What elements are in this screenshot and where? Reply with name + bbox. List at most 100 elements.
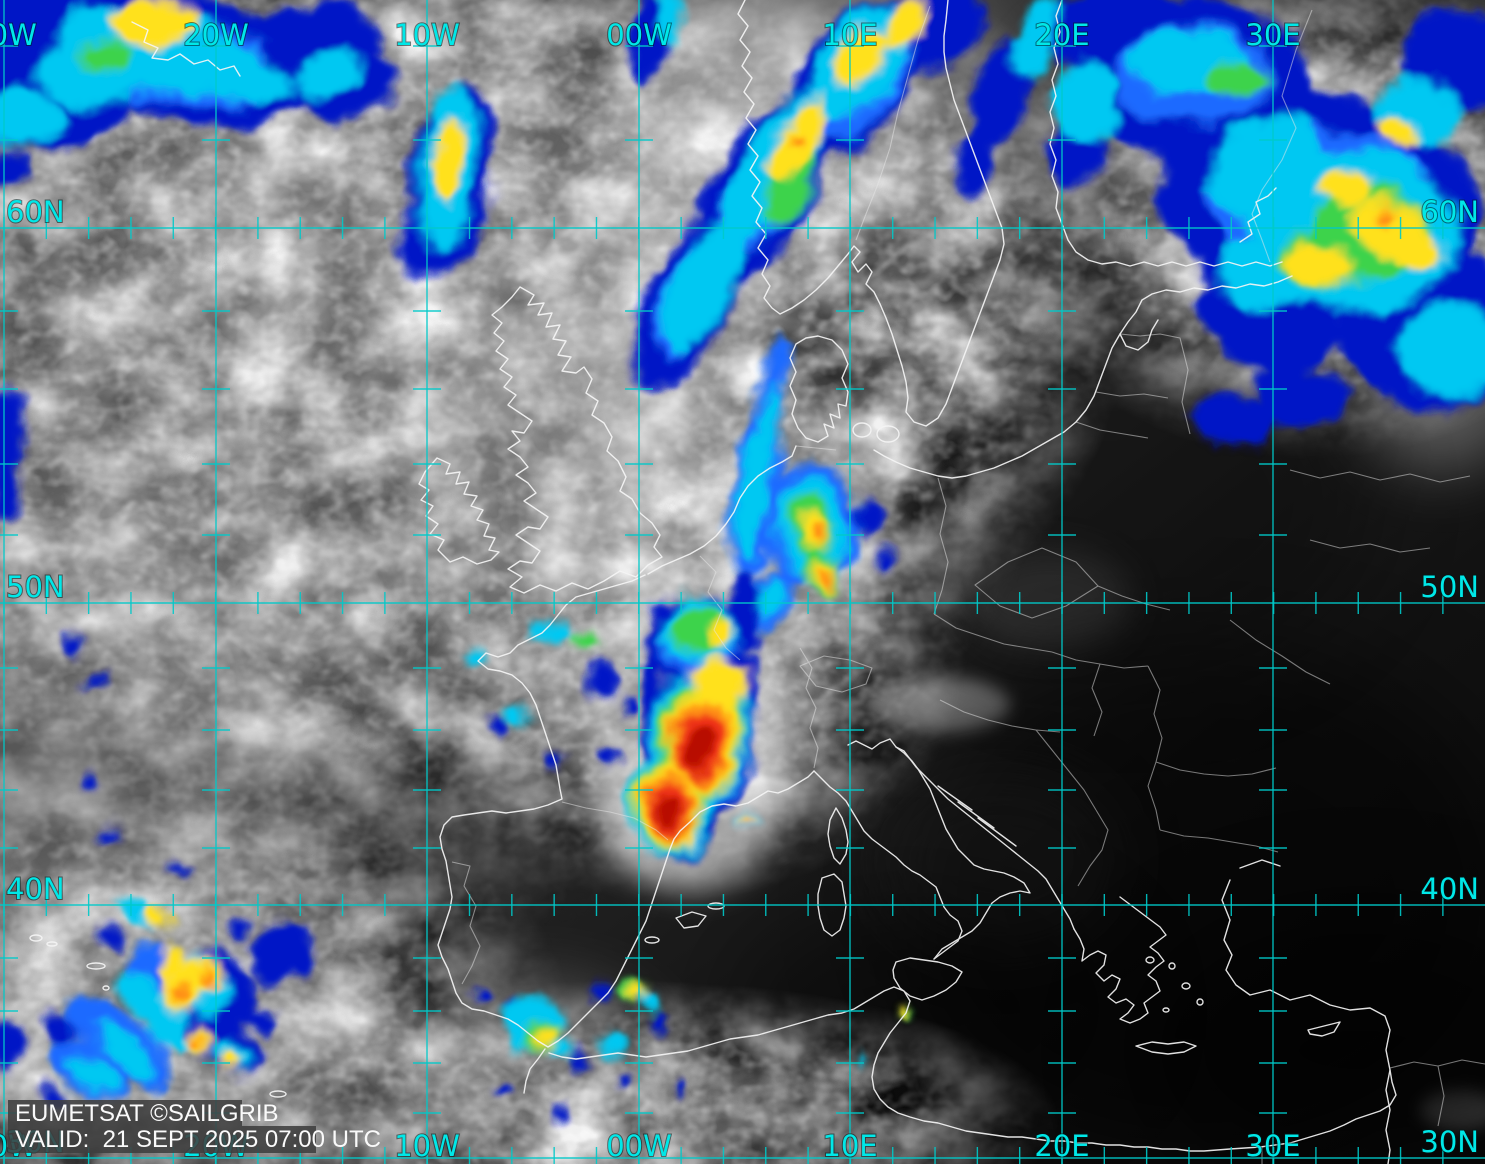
precip-cell-level-1 [173, 865, 187, 879]
precip-cell-level-3 [659, 220, 741, 354]
lat-label-right-40N: 40N [1420, 872, 1479, 906]
precip-cell-level-1 [66, 631, 84, 653]
border-baltics-3 [1075, 421, 1149, 439]
precip-cell-level-3 [1398, 305, 1485, 399]
precip-cell-level-1 [549, 1105, 571, 1119]
precip-cell-level-4 [577, 633, 599, 651]
coastline-cyprus [1307, 1021, 1341, 1037]
precip-cell-level-3 [855, 1052, 865, 1062]
precip-cell-level-1 [77, 772, 93, 792]
coastline-denmark [789, 335, 849, 443]
coastline-iceland [131, 21, 241, 77]
precip-cell-level-8 [685, 726, 715, 770]
border-switzerland [799, 655, 873, 693]
border-france-east [699, 555, 741, 661]
precip-cell-level-5 [897, 1007, 909, 1017]
lon-label-bottom-20E: 20E [1034, 1129, 1089, 1163]
lon-label-top-10E: 10E [822, 18, 877, 52]
coastline-aegean-island-5 [1162, 1007, 1170, 1013]
border-ukraine-russia-1 [1289, 469, 1471, 483]
border-poland-germany [933, 477, 949, 615]
coastline-aegean-island-2 [1168, 962, 1176, 970]
lat-label-right-30N: 30N [1420, 1125, 1479, 1159]
precip-cell-level-5 [627, 983, 645, 997]
lat-label-left-40N: 40N [6, 872, 65, 906]
precip-cell-level-1 [0, 389, 24, 481]
precip-cell-level-3 [73, 1057, 117, 1097]
precip-cell-level-4 [79, 42, 131, 72]
precip-cell-level-3 [94, 1025, 156, 1079]
precip-cell-level-3 [1210, 120, 1330, 220]
lat-label-right-50N: 50N [1420, 570, 1479, 604]
precip-cell-level-3 [464, 643, 486, 661]
precip-cell-level-1 [1254, 366, 1346, 430]
country-border-layer [451, 5, 1485, 1164]
coastline-ireland [418, 457, 500, 565]
precip-cell-level-1 [1190, 393, 1274, 447]
lon-label-top-10W: 10W [394, 18, 460, 52]
precip-cell-level-1 [41, 1009, 79, 1045]
precip-cell-level-3 [545, 626, 575, 648]
lon-label-top-30W: 30W [0, 18, 37, 52]
coastline-aegean-island-4 [1196, 998, 1204, 1006]
precip-cell-level-4 [761, 149, 815, 225]
precip-cell-level-1 [571, 1053, 589, 1071]
border-danube-bulgaria [1155, 761, 1277, 777]
precip-cell-level-5 [538, 1029, 558, 1047]
precip-cell-level-3 [171, 41, 293, 103]
coastline-white-sea [1239, 187, 1277, 243]
precip-cell-level-5 [1282, 243, 1354, 287]
coastline-aegean-island-1 [1145, 956, 1155, 964]
border-germany-south [933, 613, 1053, 653]
precip-cell-level-5 [159, 946, 185, 976]
precip-cell-level-2 [767, 336, 789, 384]
credit-overlay-bg-line1 [8, 1100, 242, 1126]
precip-cell-level-3 [509, 702, 531, 732]
coastline-italy-west [813, 770, 963, 960]
coastline-madeira [269, 1090, 287, 1098]
coastline-dalmatian-islands-1 [937, 785, 973, 811]
precip-cell-level-1 [877, 549, 895, 575]
valid-time-text: VALID: 21 SEPT 2025 07:00 UTC [15, 1126, 381, 1153]
border-romania-west [1147, 665, 1163, 763]
coastline-sicily [892, 957, 963, 1001]
lat-label-left-50N: 50N [6, 570, 65, 604]
precip-cell-level-5 [1347, 198, 1423, 252]
precip-cell-level-1 [288, 951, 316, 983]
coastline-dalmatian-islands-3 [977, 817, 1017, 847]
border-norway-sweden [855, 5, 931, 241]
border-slovakia-hungary [1097, 585, 1171, 611]
precip-cell-level-8 [658, 792, 678, 832]
coastline-aegean-island-3 [1181, 982, 1191, 990]
coastline-baltic-south [1119, 275, 1293, 351]
lat-label-left-60N: 60N [6, 195, 65, 229]
precip-cell-level-5 [886, 0, 924, 46]
coastline-finland [1049, 0, 1283, 267]
coastline-morocco-atlantic [523, 1048, 546, 1094]
coastline-azores-2 [46, 941, 58, 947]
border-finland-russia [1251, 9, 1313, 263]
coastline-norway [737, 0, 1005, 427]
coastline-zealand [852, 422, 872, 438]
lon-label-bottom-10E: 10E [822, 1129, 877, 1163]
precip-cell-level-1 [673, 1080, 687, 1094]
border-baltics-2 [1095, 391, 1169, 399]
border-hungary-east [1091, 663, 1103, 737]
precip-cell-level-1 [651, 1013, 669, 1031]
coastline-crete [1135, 1041, 1197, 1055]
coastline-layer [29, 0, 1397, 1164]
lon-label-bottom-00W: 00W [606, 1129, 672, 1163]
precip-cell-level-3 [148, 1017, 192, 1057]
coastline-baltic-east [873, 333, 1121, 479]
precip-cell-level-1 [620, 696, 636, 716]
precip-cell-level-3 [296, 51, 364, 99]
precip-cell-level-3 [1013, 0, 1057, 78]
precip-cell-level-6 [173, 981, 191, 1003]
precip-cell-level-3 [115, 971, 185, 1033]
precip-cell-level-5 [430, 120, 466, 204]
precip-cell-level-3 [763, 385, 781, 459]
precip-cell-level-1 [611, 1070, 629, 1084]
coastline-turkey [1221, 879, 1391, 1164]
precipitation-layer [0, 0, 1485, 1119]
